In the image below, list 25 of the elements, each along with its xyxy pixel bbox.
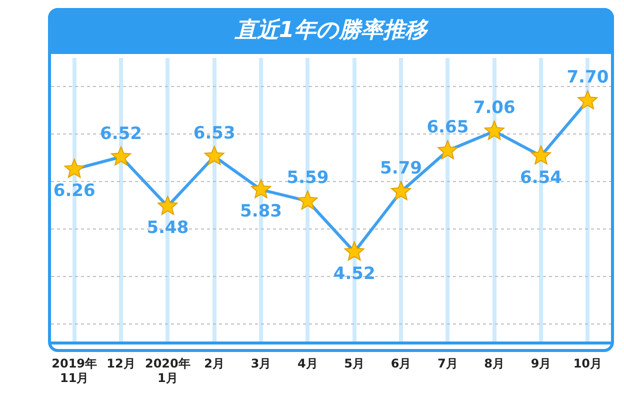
data-label: 5.79 <box>380 158 422 178</box>
data-label: 6.52 <box>100 124 142 144</box>
x-tick-label: 4月 <box>297 356 318 371</box>
x-tick-label: 7月 <box>437 356 458 371</box>
data-label: 4.52 <box>333 264 376 284</box>
x-tick-label: 5月 <box>344 356 365 371</box>
data-label: 7.06 <box>473 98 516 118</box>
x-tick-label: 10月 <box>573 356 602 371</box>
data-label: 5.83 <box>240 202 282 222</box>
x-tick-label: 3月 <box>250 356 272 371</box>
data-label: 7.70 <box>566 68 609 88</box>
data-label: 6.26 <box>53 181 96 202</box>
data-label: 6.53 <box>193 123 236 144</box>
data-label: 6.54 <box>520 168 562 188</box>
x-tick-label: 8月 <box>484 356 505 371</box>
x-tick-label: 2019年 11月 <box>52 356 98 385</box>
x-tick-label: 6月 <box>390 356 412 371</box>
chart-title: 直近1年の勝率推移 <box>48 8 614 54</box>
data-label: 6.65 <box>426 118 469 138</box>
data-label: 5.48 <box>146 218 189 238</box>
x-tick-label: 2月 <box>204 356 225 371</box>
x-tick-label: 2020年 1月 <box>144 356 190 385</box>
x-tick-label: 9月 <box>530 356 552 371</box>
x-tick-label: 12月 <box>106 356 136 371</box>
data-label: 5.59 <box>286 168 329 188</box>
